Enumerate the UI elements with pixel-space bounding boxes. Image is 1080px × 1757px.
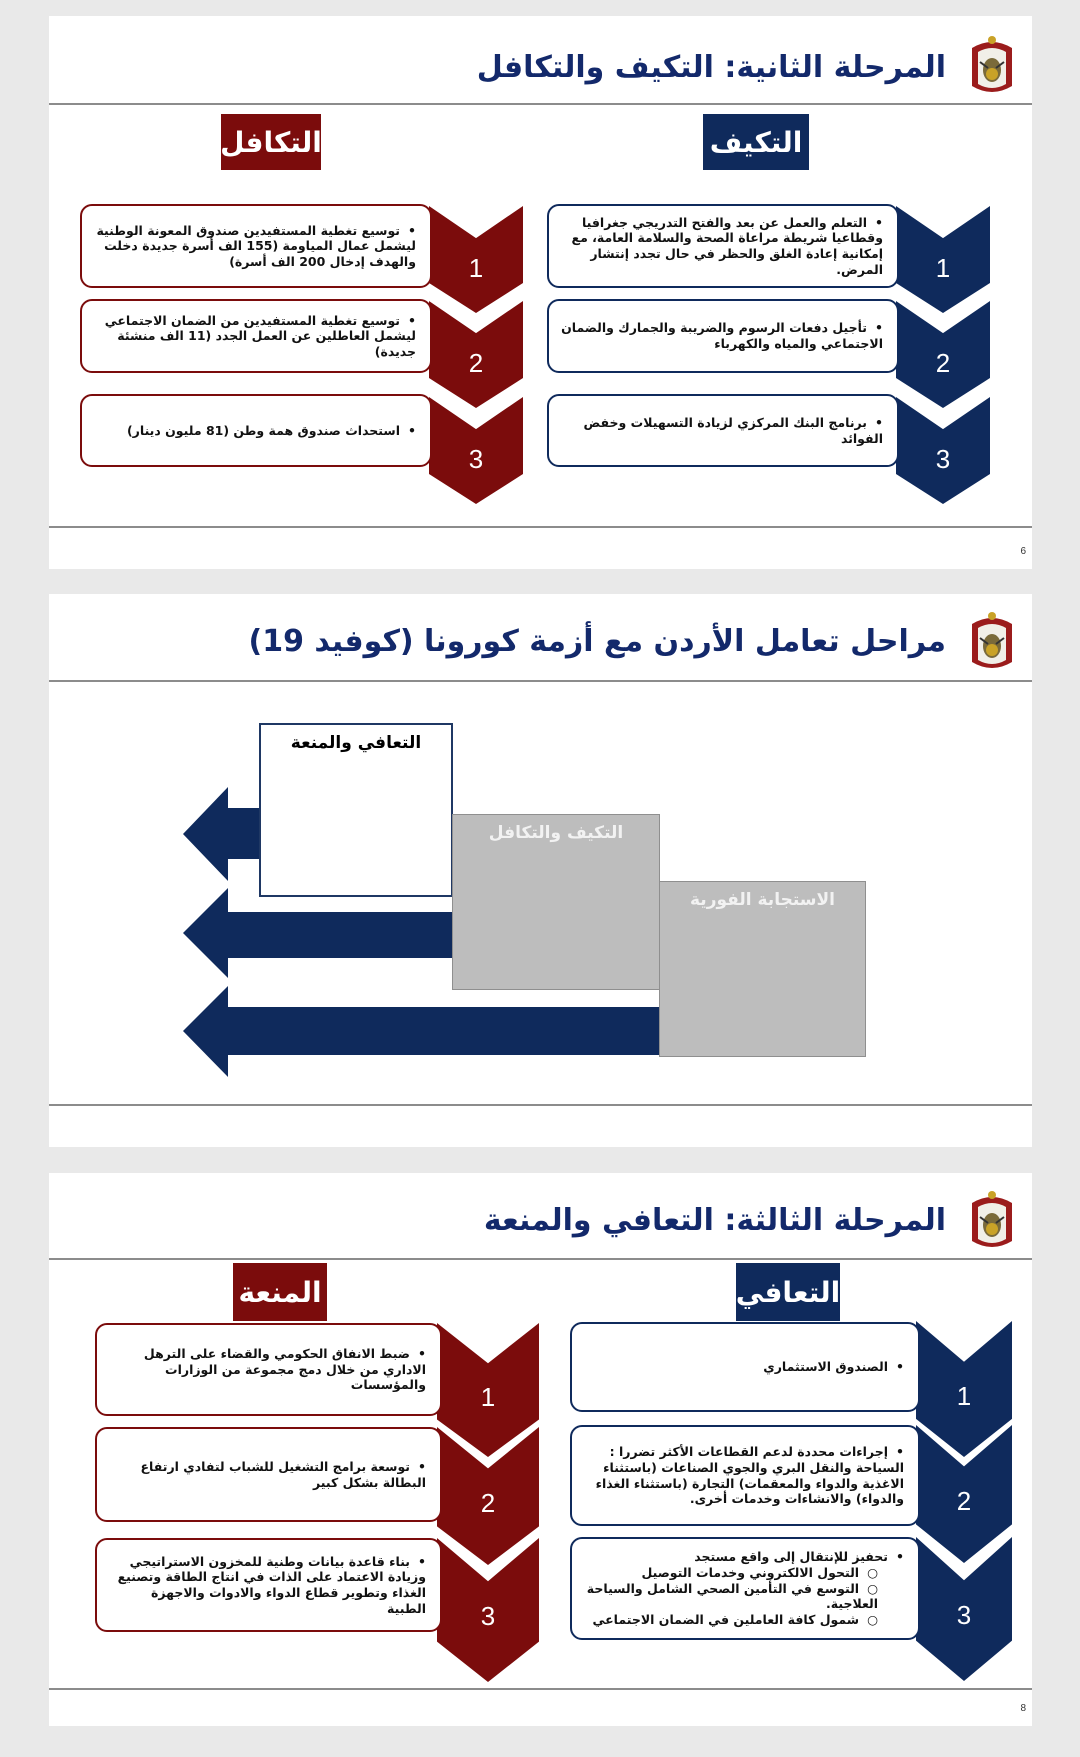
right-step-chevron-1: 1: [916, 1321, 1012, 1457]
sub-bullet-text: التحول الالكتروني وخدمات التوصيل: [584, 1565, 904, 1581]
header-adaptation: التكيف: [703, 114, 809, 170]
right-step-text-box-1: الصندوق الاستثماري: [570, 1322, 920, 1412]
step-number: 1: [480, 1381, 496, 1412]
bullet-text: الصندوق الاستثماري: [584, 1359, 904, 1375]
header-recovery: التعافي: [736, 1263, 840, 1321]
step-number: 1: [935, 253, 951, 284]
slide-phases-overview: مراحل تعامل الأردن مع أزمة كورونا (كوفيد…: [49, 594, 1032, 1147]
bullet-text: ضبط الانفاق الحكومي والقضاء على الترهل ا…: [109, 1346, 426, 1393]
left-step-chevron-2: 2: [429, 301, 523, 408]
footer-divider: [49, 1104, 1032, 1106]
bullet-text: تحفيز للإنتقال إلى واقع مستجد: [584, 1549, 904, 1565]
bullet-text: برنامج البنك المركزي لزيادة التسهيلات وخ…: [561, 415, 883, 446]
right-step-chevron-1: 1: [896, 206, 990, 313]
sub-bullet-text: التوسع في التأمين الصحي الشامل والسياحة …: [584, 1581, 904, 1612]
bullet-text: بناء قاعدة بيانات وطنية للمخزون الاسترات…: [109, 1554, 426, 1617]
step-number: 3: [480, 1601, 496, 1632]
right-step-text-box-3: تحفيز للإنتقال إلى واقع مستجدالتحول الال…: [570, 1537, 920, 1640]
header-divider: [49, 1258, 1032, 1260]
jordan-coat-of-arms-icon: [968, 34, 1016, 100]
slide-title: مراحل تعامل الأردن مع أزمة كورونا (كوفيد…: [248, 624, 946, 659]
step-number: 2: [480, 1487, 496, 1518]
arrow-recovery: [183, 787, 264, 881]
right-step-chevron-2: 2: [896, 301, 990, 408]
slide-phase-two: المرحلة الثانية: التكيف والتكافل التكيف …: [49, 16, 1032, 569]
step-number: 3: [935, 444, 951, 475]
right-step-text-box-1: التعلم والعمل عن بعد والفتح التدريجي جغر…: [547, 204, 899, 288]
left-step-text-box-1: ضبط الانفاق الحكومي والقضاء على الترهل ا…: [95, 1323, 442, 1416]
left-step-text-box-3: بناء قاعدة بيانات وطنية للمخزون الاسترات…: [95, 1538, 442, 1632]
bullet-text: إجراءات محددة لدعم القطاعات الأكثر تضررا…: [584, 1444, 904, 1507]
step-number: 2: [935, 348, 951, 379]
bullet-text: استحداث صندوق همة وطن (81 مليون دينار): [94, 423, 416, 439]
left-step-chevron-1: 1: [437, 1323, 539, 1457]
right-step-text-box-2: إجراءات محددة لدعم القطاعات الأكثر تضررا…: [570, 1425, 920, 1526]
left-step-chevron-3: 3: [429, 397, 523, 504]
header-resilience: المنعة: [233, 1263, 327, 1321]
step-number: 3: [468, 444, 484, 475]
arrow-adaptation: [183, 888, 459, 978]
header-divider: [49, 103, 1032, 105]
bullet-text: التعلم والعمل عن بعد والفتح التدريجي جغر…: [561, 215, 883, 278]
slide-title: المرحلة الثانية: التكيف والتكافل: [476, 50, 946, 85]
step-number: 1: [468, 253, 484, 284]
right-step-text-box-3: برنامج البنك المركزي لزيادة التسهيلات وخ…: [547, 394, 899, 467]
phase-arrows: [183, 787, 664, 1077]
header-divider: [49, 680, 1032, 682]
header-solidarity: التكافل: [220, 114, 322, 170]
step-number: 3: [956, 1600, 972, 1631]
bullet-text: توسعة برامج التشغيل للشباب لتفادي ارتفاع…: [109, 1459, 426, 1490]
left-step-text-box-2: توسعة برامج التشغيل للشباب لتفادي ارتفاع…: [95, 1427, 442, 1522]
left-step-text-box-2: توسيع تغطية المستفيدين من الضمان الاجتما…: [80, 299, 432, 373]
page-number: 6: [1020, 546, 1026, 557]
right-step-text-box-2: تأجيل دفعات الرسوم والضريبة والجمارك وال…: [547, 299, 899, 373]
right-step-chevron-3: 3: [896, 397, 990, 504]
page-number: 8: [1020, 1703, 1026, 1714]
step-number: 1: [956, 1380, 972, 1411]
footer-divider: [49, 1688, 1032, 1690]
left-step-text-box-3: استحداث صندوق همة وطن (81 مليون دينار): [80, 394, 432, 467]
footer-divider: [49, 526, 1032, 528]
slide-title: المرحلة الثالثة: التعافي والمنعة: [483, 1203, 946, 1238]
phase-box-recovery: التعافي والمنعة: [259, 723, 453, 897]
jordan-coat-of-arms-icon: [968, 1189, 1016, 1255]
left-step-text-box-1: توسيع تغطية المستفيدين صندوق المعونة الو…: [80, 204, 432, 288]
sub-bullet-text: شمول كافة العاملين في الضمان الاجتماعي: [584, 1612, 904, 1628]
jordan-coat-of-arms-icon: [968, 610, 1016, 676]
bullet-text: توسيع تغطية المستفيدين صندوق المعونة الو…: [94, 223, 416, 270]
arrow-immediate-response: [183, 986, 664, 1077]
slide-phase-three: المرحلة الثالثة: التعافي والمنعة التعافي…: [49, 1173, 1032, 1726]
phase-box-immediate-response: الاستجابة الفورية: [659, 881, 866, 1057]
bullet-text: تأجيل دفعات الرسوم والضريبة والجمارك وال…: [561, 320, 883, 351]
phase-box-adaptation: التكيف والتكافل: [452, 814, 660, 990]
step-number: 2: [468, 348, 484, 379]
bullet-text: توسيع تغطية المستفيدين من الضمان الاجتما…: [94, 313, 416, 360]
left-step-chevron-1: 1: [429, 206, 523, 313]
step-number: 2: [956, 1485, 972, 1516]
